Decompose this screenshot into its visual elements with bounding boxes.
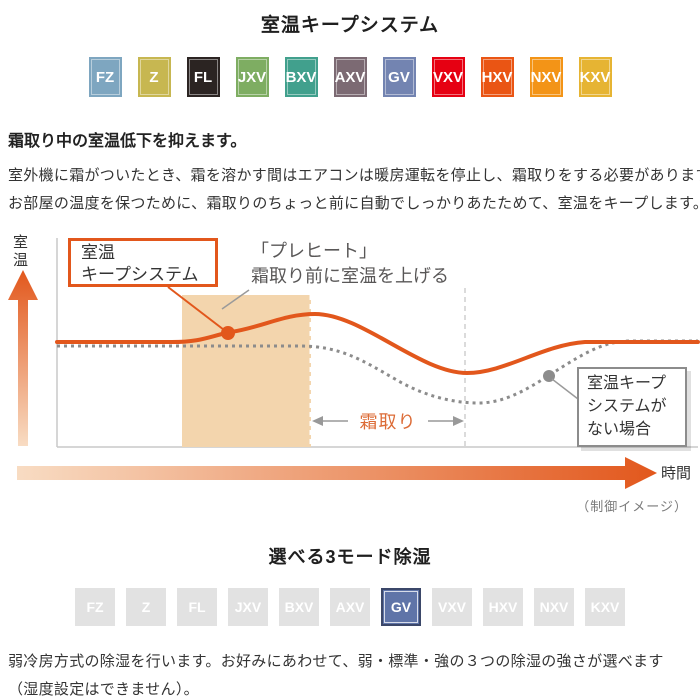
defrost-span-arrow	[312, 416, 464, 426]
model-badge2-vxv[interactable]: VXV	[432, 588, 472, 626]
model-badge-vxv[interactable]: VXV	[431, 57, 465, 97]
chart-caption: （制御イメージ）	[576, 499, 688, 514]
no-system-callout-box: 室温キープ システムが ない場合	[577, 367, 687, 447]
model-badge-jxv[interactable]: JXV	[235, 57, 269, 97]
model-badge-hxv[interactable]: HXV	[480, 57, 514, 97]
preheat-region	[182, 295, 311, 447]
preheat-line1: 「プレヒート」	[251, 241, 377, 261]
temperature-keep-chart: 室温 室温 キープシステム 「プレヒート」 霜取り前に室温を上げる 霜取り 室温…	[0, 228, 700, 520]
chart-canvas	[8, 238, 700, 489]
model-badge2-jxv[interactable]: JXV	[228, 588, 268, 626]
model-badge-fz[interactable]: FZ	[88, 57, 122, 97]
model-badge2-gv-active[interactable]: GV	[381, 588, 421, 626]
dehumidify-description-line1: 弱冷房方式の除湿を行います。お好みにあわせて、弱・標準・強の３つの除湿の強さが選…	[8, 653, 664, 670]
feature-description-line2: お部屋の温度を保つために、霜取りのちょっと前に自動でしっかりあたためて、室温をキ…	[8, 195, 700, 212]
model-badge-row-1: FZ Z FL JXV BXV AXV GV VXV HXV NXV KXV	[0, 57, 700, 97]
model-badge-fl[interactable]: FL	[186, 57, 220, 97]
dehumidify-description-line2: （湿度設定はできません）。	[8, 681, 199, 698]
no-system-line3: ない場合	[587, 421, 652, 438]
model-badge2-nxv[interactable]: NXV	[534, 588, 574, 626]
defrost-label: 霜取り	[359, 412, 417, 432]
no-system-line2: システムが	[587, 398, 667, 415]
keep-system-point-marker	[221, 326, 235, 340]
x-axis-label: 時間	[661, 465, 692, 482]
model-badge-kxv[interactable]: KXV	[578, 57, 612, 97]
model-badge-z[interactable]: Z	[137, 57, 171, 97]
no-system-box-leader-line	[551, 378, 579, 400]
model-badge-row-2: FZ Z FL JXV BXV AXV GV VXV HXV NXV KXV	[0, 588, 700, 626]
curve-keep-system	[55, 311, 700, 376]
time-right-arrow-icon	[17, 457, 657, 489]
model-badge2-axv[interactable]: AXV	[330, 588, 370, 626]
preheat-line2: 霜取り前に室温を上げる	[251, 266, 449, 286]
y-axis-label: 室温	[11, 234, 28, 270]
model-badge2-fl[interactable]: FL	[177, 588, 217, 626]
section-title-dehumidify: 選べる3モード除湿	[268, 547, 432, 567]
feature-lead-text: 霜取り中の室温低下を抑えます。	[8, 133, 247, 150]
keep-box-leader-line	[167, 286, 229, 334]
keep-box-line2: キープシステム	[81, 265, 199, 284]
curve-without-system	[57, 339, 698, 405]
temperature-up-arrow-icon	[8, 270, 38, 446]
section-title-keep-system: 室温キープシステム	[260, 15, 440, 36]
model-badge2-hxv[interactable]: HXV	[483, 588, 523, 626]
dehumidify-description: 弱冷房方式の除湿を行います。お好みにあわせて、弱・標準・強の３つの除湿の強さが選…	[8, 648, 664, 700]
model-badge-gv[interactable]: GV	[382, 57, 416, 97]
preheat-annotation: 「プレヒート」 霜取り前に室温を上げる	[251, 239, 449, 289]
no-system-line1: 室温キープ	[587, 375, 667, 392]
model-badge2-z[interactable]: Z	[126, 588, 166, 626]
model-badge2-bxv[interactable]: BXV	[279, 588, 319, 626]
model-badge2-kxv[interactable]: KXV	[585, 588, 625, 626]
model-badge-axv[interactable]: AXV	[333, 57, 367, 97]
feature-description: 室外機に霜がついたとき、霜を溶かす間はエアコンは暖房運転を停止し、霜取りをする必…	[8, 162, 700, 218]
model-badge-nxv[interactable]: NXV	[529, 57, 563, 97]
keep-system-callout-box: 室温 キープシステム	[68, 238, 218, 287]
keep-box-line1: 室温	[81, 243, 115, 262]
preheat-leader-line	[221, 289, 250, 310]
feature-description-line1: 室外機に霜がついたとき、霜を溶かす間はエアコンは暖房運転を停止し、霜取りをする必…	[8, 167, 700, 184]
model-badge2-fz[interactable]: FZ	[75, 588, 115, 626]
model-badge-bxv[interactable]: BXV	[284, 57, 318, 97]
